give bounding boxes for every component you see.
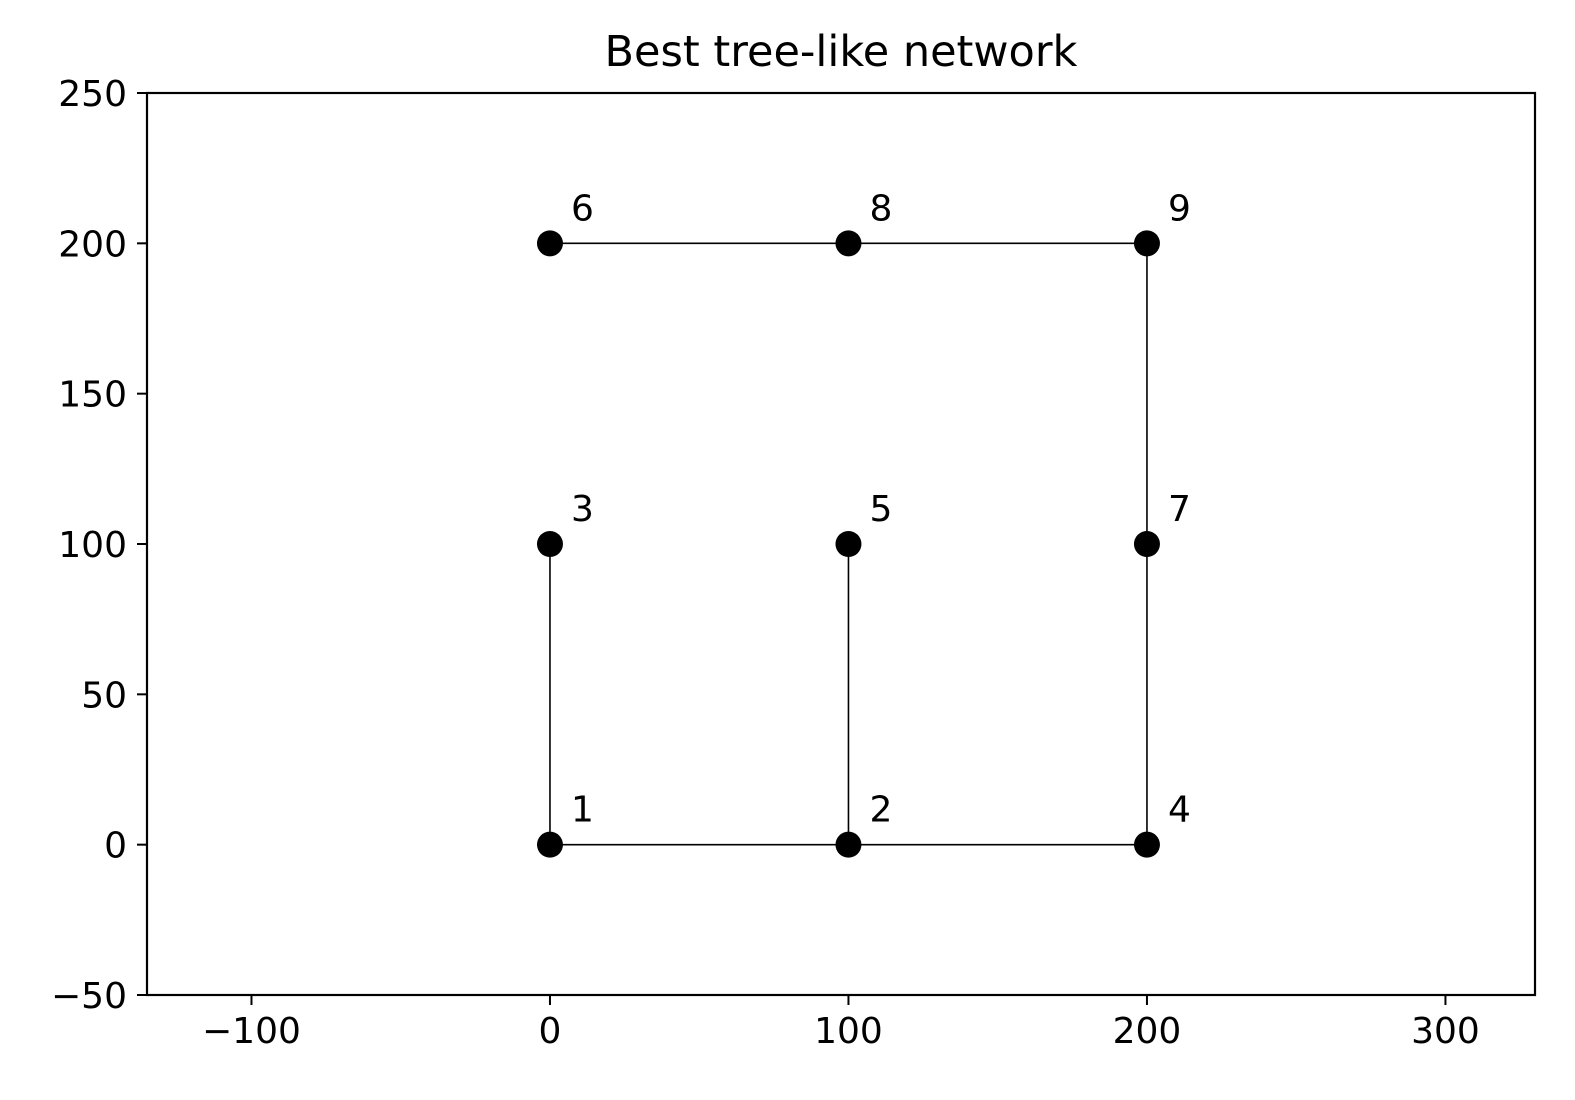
y-tick-label: 50 — [81, 675, 127, 716]
node-1 — [536, 831, 563, 858]
node-6 — [536, 230, 563, 257]
y-tick-label: 0 — [104, 826, 127, 867]
node-label-9: 9 — [1168, 188, 1191, 229]
chart-title: Best tree-like network — [605, 27, 1078, 77]
node-9 — [1133, 230, 1160, 257]
node-label-5: 5 — [869, 489, 892, 530]
y-tick-label: −50 — [51, 976, 127, 1017]
x-tick-label: 200 — [1113, 1011, 1182, 1052]
y-tick-label: 100 — [58, 525, 127, 566]
node-label-1: 1 — [571, 790, 594, 831]
node-5 — [835, 531, 862, 557]
node-3 — [536, 531, 563, 557]
x-tick-label: 300 — [1411, 1011, 1480, 1052]
node-2 — [835, 831, 862, 858]
node-label-4: 4 — [1168, 790, 1191, 831]
axes-layer: −100 0 100 200 300 −50 0 50 100 150 200 250 — [51, 74, 1537, 1052]
y-tick-label: 250 — [58, 74, 127, 115]
nodes-layer — [536, 230, 1160, 858]
x-tick-label: 0 — [539, 1011, 562, 1052]
node-label-6: 6 — [571, 188, 594, 229]
x-tick-label: 100 — [814, 1011, 883, 1052]
node-label-3: 3 — [571, 489, 594, 530]
edges-layer — [549, 242, 1148, 846]
y-tick-label: 150 — [58, 375, 127, 416]
y-tick-label: 200 — [58, 224, 127, 265]
node-label-8: 8 — [869, 188, 892, 229]
node-8 — [835, 230, 862, 257]
node-label-2: 2 — [869, 790, 892, 831]
node-4 — [1133, 831, 1160, 858]
node-label-7: 7 — [1168, 489, 1191, 530]
node-labels-layer: 1 2 3 4 5 6 7 8 9 — [571, 188, 1191, 830]
x-tick-label: −100 — [202, 1011, 301, 1052]
node-7 — [1133, 531, 1160, 557]
